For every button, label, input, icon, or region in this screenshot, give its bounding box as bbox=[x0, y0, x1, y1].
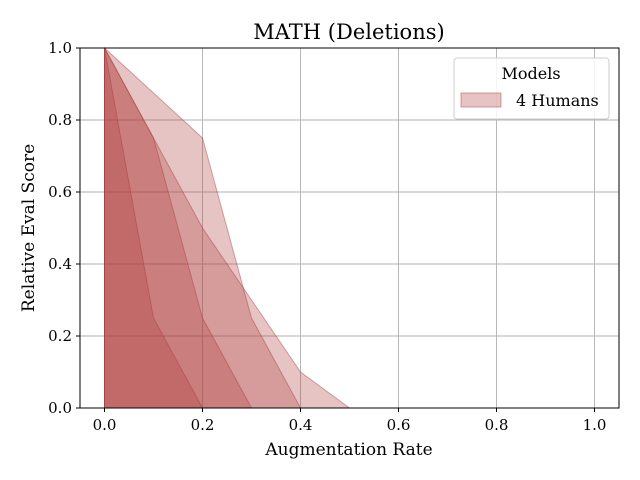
x-tick-label: 0.2 bbox=[191, 416, 215, 434]
y-axis-label: Relative Eval Score bbox=[19, 144, 39, 312]
x-tick-label: 0.8 bbox=[485, 416, 509, 434]
plot-frame bbox=[79, 47, 620, 409]
x-tick-label: 1.0 bbox=[583, 416, 607, 434]
y-tick-label: 0.0 bbox=[48, 399, 72, 417]
y-tick-label: 0.6 bbox=[48, 183, 72, 201]
legend-box bbox=[453, 57, 610, 120]
x-tick-label: 0.0 bbox=[93, 416, 117, 434]
legend-swatch bbox=[460, 92, 502, 108]
x-tick-label: 0.6 bbox=[387, 416, 411, 434]
y-ticks: 0.0 0.2 0.4 0.6 0.8 1.0 bbox=[48, 39, 80, 417]
x-tick-label: 0.4 bbox=[289, 416, 313, 434]
legend-title: Models bbox=[501, 64, 560, 83]
y-tick-label: 0.2 bbox=[48, 327, 72, 345]
y-tick-label: 0.4 bbox=[48, 255, 72, 273]
x-ticks: 0.0 0.2 0.4 0.6 0.8 1.0 bbox=[93, 408, 607, 434]
y-tick-label: 0.8 bbox=[48, 111, 72, 129]
chart-title: MATH (Deletions) bbox=[253, 20, 444, 44]
legend-entry-label: 4 Humans bbox=[516, 91, 599, 110]
legend: Models 4 Humans bbox=[453, 57, 610, 120]
y-tick-label: 1.0 bbox=[48, 39, 72, 57]
x-axis-label: Augmentation Rate bbox=[264, 440, 432, 460]
